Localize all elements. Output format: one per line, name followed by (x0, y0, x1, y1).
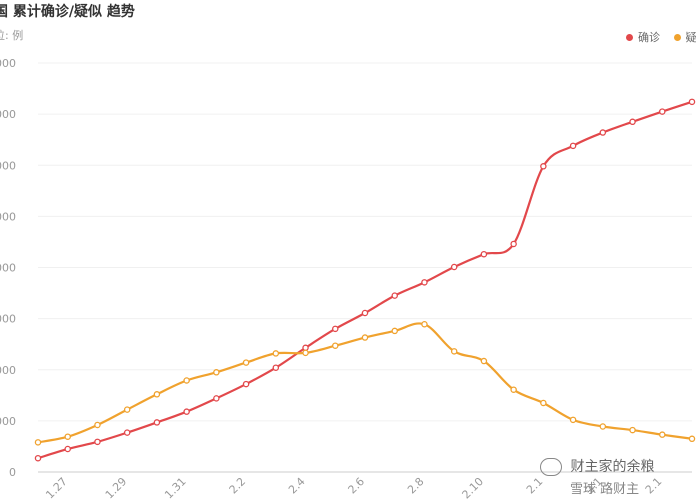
series-0-point-2 (94, 438, 101, 446)
x-tick-label-1: 1.29 (103, 475, 130, 500)
series-0-point-11 (361, 309, 369, 317)
chart-title: 国 累计确诊/疑似 趋势 (0, 4, 135, 20)
legend-dot-confirmed (626, 33, 633, 41)
x-tick-label-7: 2.10 (460, 475, 487, 500)
x-tick-label-8: 2.1 (524, 475, 546, 497)
watermark-sub-text: 雪球 路财主 (570, 482, 640, 497)
series-0-point-19 (599, 129, 607, 136)
series-1-point-11 (361, 334, 369, 341)
series-1-point-7 (242, 359, 250, 366)
series-1-point-13 (421, 320, 428, 328)
series-0-point-18 (569, 142, 577, 150)
series-1-point-21 (659, 431, 666, 438)
x-tick-label-3: 2.2 (227, 475, 249, 497)
series-1-point-20 (629, 426, 636, 434)
y-tick-label-8: 000 (0, 57, 16, 70)
y-tick-label-5: 000 (0, 210, 16, 223)
series-0-point-0 (34, 454, 42, 462)
series-1-point-6 (213, 369, 220, 376)
legend-label-suspected: 疑 (685, 31, 697, 44)
series-0-point-9 (302, 344, 309, 352)
series-0-point-17 (540, 163, 547, 170)
series-1-point-4 (153, 391, 161, 398)
series-1-point-14 (450, 348, 458, 355)
y-tick-label-3: 000 (0, 313, 16, 326)
legend-item-suspected[interactable]: 疑 (673, 29, 697, 45)
series-1-point-15 (480, 357, 488, 365)
series-0-point-4 (153, 419, 161, 426)
series-0-point-10 (332, 325, 339, 333)
x-tick-label-2: 1.31 (162, 475, 189, 500)
series-0-point-8 (272, 364, 280, 371)
series-1-point-9 (302, 349, 309, 357)
series-0-point-22 (688, 98, 696, 106)
legend-dot-suspected (673, 33, 681, 41)
series-1-point-22 (688, 435, 696, 443)
watermark: 财主家的余粮 (540, 456, 654, 476)
series-1-point-1 (64, 433, 71, 440)
x-tick-label-10: 2.1 (643, 475, 665, 497)
x-tick-label-0: 1.27 (43, 475, 70, 500)
series-0-point-16 (510, 240, 517, 248)
series-0-point-21 (659, 108, 666, 115)
series-0-point-1 (64, 445, 71, 453)
y-tick-label-7: 000 (0, 108, 16, 121)
y-tick-label-2: 000 (0, 364, 16, 377)
legend-label-confirmed: 确诊 (638, 31, 660, 44)
legend-item-confirmed[interactable]: 确诊 (626, 29, 660, 45)
series-0-point-12 (391, 292, 398, 299)
series-0-point-3 (123, 429, 131, 436)
wechat-icon (540, 458, 562, 476)
series-1-point-3 (123, 406, 131, 413)
series-0-point-14 (450, 263, 458, 271)
series-1-point-8 (272, 350, 280, 357)
series-1-point-12 (391, 327, 398, 335)
x-tick-label-5: 2.6 (346, 475, 368, 497)
series-0-point-5 (183, 408, 190, 415)
series-0-point-7 (242, 380, 250, 388)
series-1-point-17 (540, 399, 547, 407)
x-tick-label-4: 2.4 (286, 475, 308, 497)
series-0-point-13 (421, 279, 428, 286)
series-1-point-16 (510, 386, 517, 393)
series-0-point-20 (629, 118, 636, 126)
series-0-point-6 (213, 395, 220, 402)
series-0-point-15 (480, 250, 488, 258)
watermark-text: 财主家的余粮 (570, 459, 655, 475)
series-1-point-10 (332, 342, 339, 349)
y-tick-label-4: 000 (0, 262, 16, 275)
x-tick-label-6: 2.8 (405, 475, 427, 497)
series-1-point-2 (94, 421, 101, 429)
y-tick-label-6: 000 (0, 159, 16, 172)
y-tick-label-1: 000 (0, 415, 16, 428)
y-unit-label: 位: 例 (0, 29, 24, 42)
series-1-point-19 (599, 423, 607, 430)
series-1-point-18 (569, 416, 577, 424)
watermark-sub: 雪球 路财主 (570, 478, 639, 497)
y-tick-label-0: 0 (9, 466, 16, 479)
series-1-point-5 (183, 377, 190, 384)
legend: 确诊 疑 (626, 29, 700, 45)
series-1-point-0 (34, 439, 42, 446)
series-line-1 (37, 322, 693, 444)
